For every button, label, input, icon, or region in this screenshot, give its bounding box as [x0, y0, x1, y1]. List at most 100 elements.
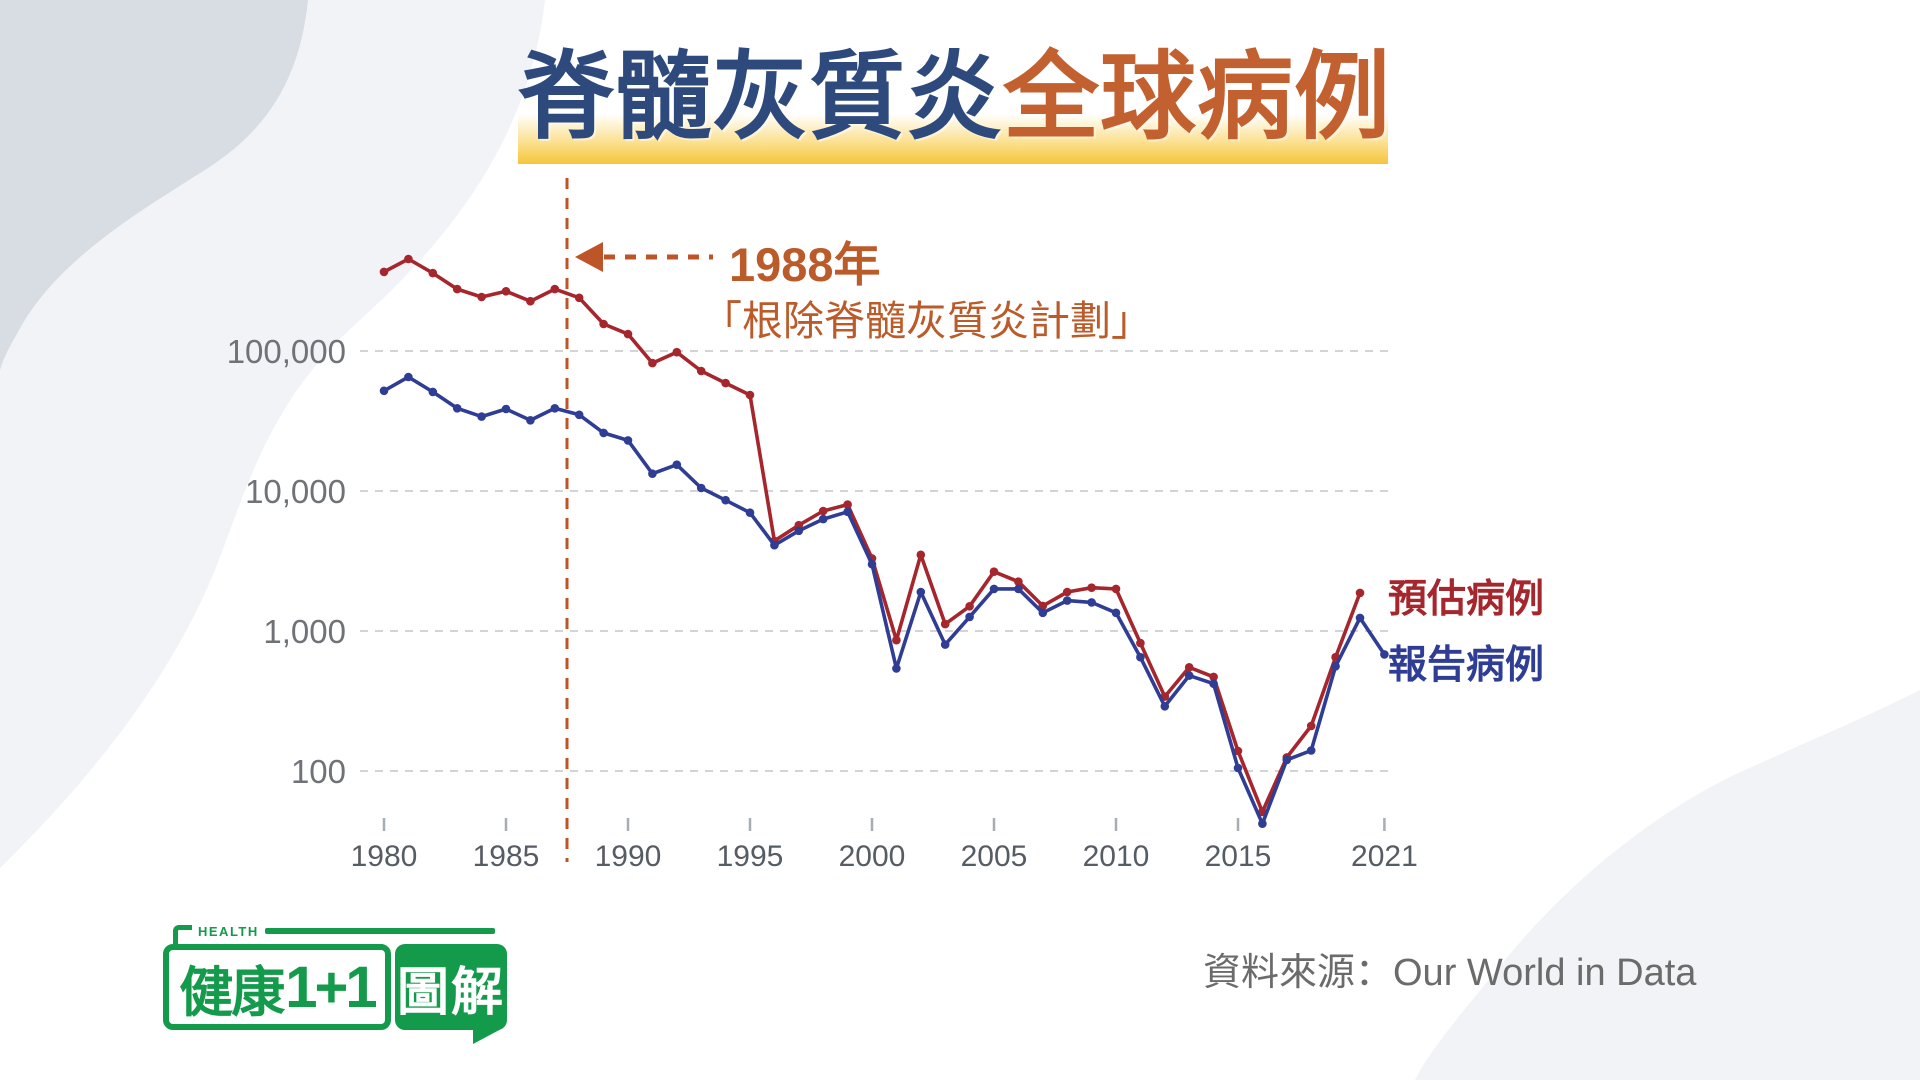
brand-logo: HEALTH 健康 1+1 圖解	[163, 924, 513, 1044]
data-point	[916, 587, 926, 597]
title-part-blue: 脊髓灰質炎	[518, 44, 1003, 151]
data-point	[1306, 721, 1316, 731]
data-point	[623, 329, 633, 339]
x-tick-label: 1995	[717, 840, 784, 873]
event-name-label: 「根除脊髓灰質炎計劃」	[701, 298, 1152, 344]
data-point	[1160, 702, 1170, 711]
data-point	[696, 366, 706, 376]
reported-series-line	[382, 375, 1387, 826]
data-point	[1355, 613, 1365, 623]
data-point	[1331, 662, 1340, 671]
y-tick-label: 1,000	[263, 613, 346, 650]
data-point	[1380, 650, 1389, 659]
x-tick-label: 2000	[839, 840, 906, 873]
data-point	[965, 612, 974, 622]
data-point	[648, 358, 657, 368]
data-point	[1209, 672, 1218, 682]
data-point	[672, 347, 682, 357]
data-point	[892, 664, 901, 673]
y-tick-label: 100	[291, 753, 346, 790]
data-point	[501, 404, 511, 414]
data-point	[428, 268, 438, 278]
logo-green-box: 圖解	[395, 944, 507, 1044]
title-block: 脊髓灰質炎全球病例	[518, 36, 1391, 164]
logo-kenko-text: 健康	[179, 962, 285, 1023]
data-point	[989, 567, 999, 576]
data-point	[672, 460, 682, 470]
logo-tuji-text: 圖解	[396, 963, 505, 1022]
data-point	[1111, 608, 1121, 618]
data-point	[818, 514, 828, 524]
data-point	[428, 387, 438, 397]
data-point	[452, 284, 462, 294]
title-part-orange: 全球病例	[1003, 44, 1391, 151]
data-point	[843, 507, 852, 517]
logo-speech-tail	[473, 1028, 503, 1044]
data-point	[452, 404, 462, 413]
title-highlight-band	[518, 114, 1388, 164]
x-tick-label: 2015	[1205, 840, 1272, 873]
data-point	[696, 483, 706, 493]
data-point	[843, 500, 852, 509]
event-arrow	[575, 242, 713, 272]
data-point	[916, 550, 926, 560]
data-point	[1184, 671, 1194, 680]
data-point	[1233, 763, 1243, 773]
data-point	[794, 526, 804, 536]
estimated-series	[379, 254, 1365, 817]
event-year-label: 1988年	[729, 238, 881, 291]
data-point	[1014, 577, 1023, 586]
data-point	[599, 428, 608, 438]
page-title: 脊髓灰質炎全球病例	[518, 36, 1391, 160]
logo-main: 健康 1+1 圖解	[163, 944, 513, 1044]
data-point	[1038, 608, 1048, 618]
data-point	[1062, 596, 1072, 605]
gridlines	[360, 350, 1392, 772]
data-point	[1306, 746, 1316, 755]
data-point	[965, 602, 974, 611]
logo-white-box: 健康 1+1	[163, 944, 391, 1030]
data-point	[477, 292, 486, 302]
x-tick-label: 2005	[961, 840, 1028, 873]
logo-header: HEALTH	[173, 924, 513, 944]
data-point	[550, 404, 560, 413]
data-point	[1062, 587, 1072, 597]
blob-top-left-dark	[0, 0, 308, 370]
logo-bar-decoration	[264, 928, 495, 934]
data-point	[623, 436, 633, 445]
data-point	[550, 284, 560, 294]
data-point	[1184, 663, 1194, 672]
data-point	[379, 267, 389, 277]
data-point	[1258, 819, 1267, 828]
data-point	[940, 619, 950, 629]
logo-oneplus-text: 1+1	[285, 954, 377, 1020]
data-point	[1233, 746, 1243, 756]
data-point	[989, 584, 999, 594]
x-tick-label: 2010	[1083, 840, 1150, 873]
blob-bottom-right	[1415, 690, 1920, 1080]
data-point	[599, 319, 608, 329]
data-point	[1087, 583, 1096, 592]
data-point	[404, 254, 413, 264]
blob-top-left-light	[0, 0, 545, 868]
data-point	[1136, 638, 1145, 648]
data-point	[892, 635, 901, 645]
data-point	[648, 469, 657, 479]
data-point	[745, 390, 755, 400]
legend-reported-cases: 報告病例	[1388, 644, 1545, 687]
data-point	[1014, 584, 1023, 594]
data-point	[770, 540, 779, 550]
data-point	[745, 508, 755, 517]
x-tick-label: 2021	[1351, 840, 1418, 873]
data-point	[1282, 755, 1292, 765]
x-tick-label: 1980	[351, 840, 418, 873]
data-point	[526, 296, 535, 306]
x-tick-label: 1985	[473, 840, 540, 873]
data-point	[721, 378, 730, 388]
y-tick-label: 10,000	[245, 473, 346, 510]
data-point	[526, 416, 535, 425]
logo-health-text: HEALTH	[198, 924, 259, 939]
reported-series	[379, 372, 1389, 828]
x-tick-label: 1990	[595, 840, 662, 873]
